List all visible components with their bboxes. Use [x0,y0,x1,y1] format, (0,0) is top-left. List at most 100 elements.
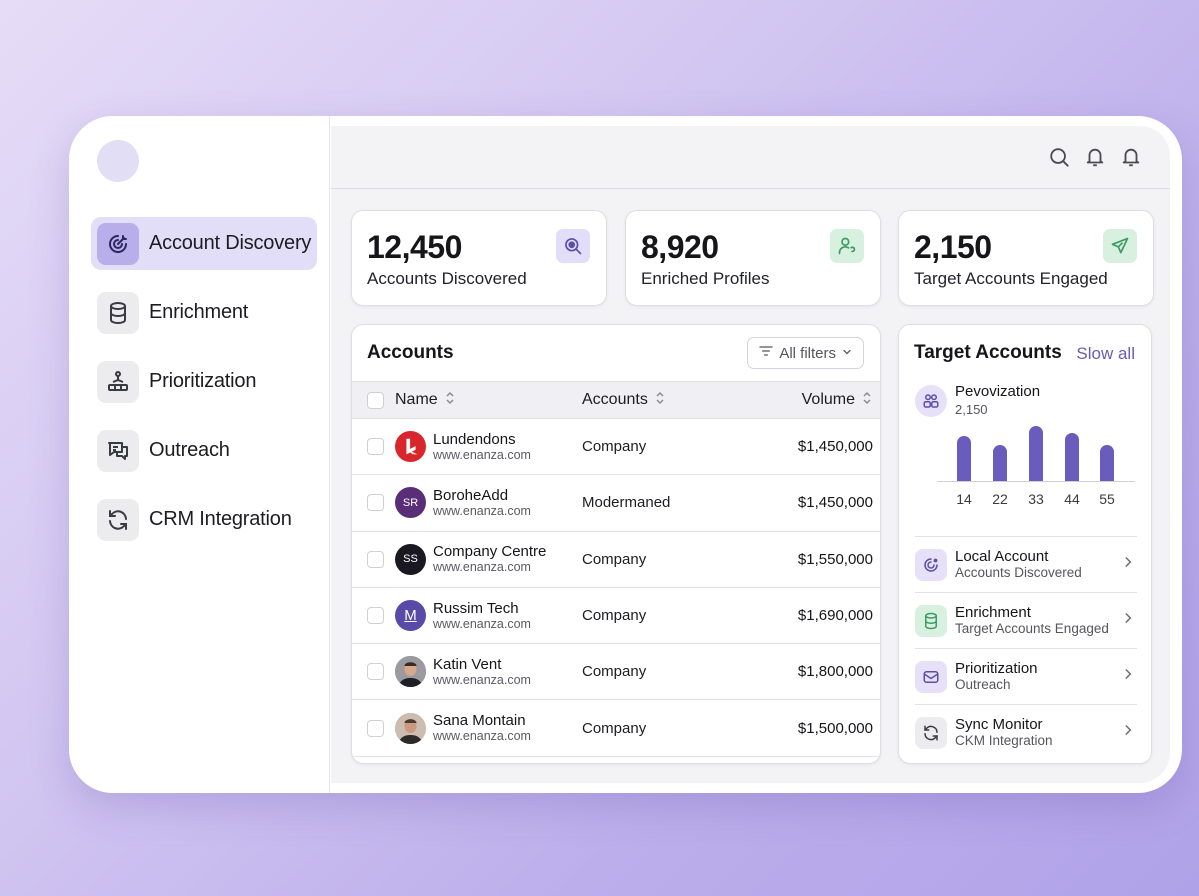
person-photo-avatar [395,712,426,744]
stat-label: Enriched Profiles [641,269,770,288]
logo[interactable] [97,140,139,182]
list-item-prioritization[interactable]: Prioritization Outreach [915,648,1137,704]
sort-icon[interactable] [444,391,456,410]
account-volume: $1,450,000 [797,494,873,512]
account-name[interactable]: Russim Tech [433,599,519,617]
chart-tick-label: 44 [1064,491,1080,507]
accounts-title: Accounts [367,342,454,363]
sidebar-item-account-discovery[interactable]: Account Discovery [91,217,317,270]
account-domain: www.enanza.com [433,672,531,687]
stat-card-accounts-discovered[interactable]: 12,450 Accounts Discovered [351,210,607,306]
hierarchy-icon [97,360,139,403]
link-title: Enrichment [955,604,1031,621]
stat-label: Accounts Discovered [367,269,527,288]
stat-card-enriched-profiles[interactable]: 8,920 Enriched Profiles [625,210,881,306]
chevron-right-icon [1121,667,1135,686]
table-row[interactable]: SR BoroheAdd www.enanza.com Modermaned $… [352,475,880,532]
column-header-name[interactable]: Name [395,391,438,408]
chart-tick-label: 33 [1028,491,1044,507]
database-icon [915,604,947,637]
bell-icon[interactable] [1120,146,1142,168]
sidebar-item-prioritization[interactable]: Prioritization [91,355,317,408]
top-bar [331,126,1170,189]
target-links-list: Local Account Accounts Discovered Enrich… [915,536,1137,760]
all-filters-button[interactable]: All filters [747,337,864,369]
mail-icon [915,660,947,693]
users-icon [915,385,947,417]
row-checkbox[interactable] [367,550,384,568]
column-header-accounts[interactable]: Accounts [582,391,648,408]
account-type: Modermaned [582,494,671,512]
list-item-local-account[interactable]: Local Account Accounts Discovered [915,536,1137,592]
sidebar-item-outreach[interactable]: Outreach [91,424,317,477]
search-icon[interactable] [1048,146,1070,168]
bar-chart: 14 22 33 44 55 [937,421,1135,513]
link-subtitle: Outreach [955,677,1011,692]
target-accounts-title: Target Accounts [914,342,1062,363]
initials-avatar: M [395,600,426,632]
chart-bar[interactable] [1065,433,1079,481]
row-checkbox[interactable] [367,438,384,456]
link-title: Local Account [955,548,1049,565]
account-domain: www.enanza.com [433,447,531,462]
row-checkbox[interactable] [367,719,384,737]
account-name[interactable]: Katin Vent [433,655,502,673]
table-row[interactable]: SS Company Centre www.enanza.com Company… [352,532,880,588]
chart-bar[interactable] [993,445,1007,481]
row-checkbox[interactable] [367,607,384,625]
database-icon [97,291,139,334]
chat-icon [97,429,139,472]
sidebar-item-label: Enrichment [149,301,249,323]
account-name[interactable]: BoroheAdd [433,486,509,504]
sidebar-item-label: Account Discovery [149,232,312,254]
stat-card-target-accounts-engaged[interactable]: 2,150 Target Accounts Engaged [898,210,1154,306]
sidebar-item-label: Prioritization [149,370,257,392]
account-name[interactable]: Lundendons [433,430,516,448]
chart-bar[interactable] [1100,445,1114,481]
account-name[interactable]: Sana Montain [433,712,526,730]
account-type: Company [582,719,647,737]
chevron-down-icon [841,345,853,362]
account-type: Company [582,550,647,568]
sidebar-item-crm-integration[interactable]: CRM Integration [91,493,317,546]
chart-bar[interactable] [1029,426,1043,481]
chart-tick-label: 14 [956,491,972,507]
link-title: Prioritization [955,660,1038,677]
chart-bar[interactable] [957,436,971,481]
accounts-table-card: Accounts All filters Name Accounts [351,324,881,764]
table-row[interactable]: Katin Vent www.enanza.com Company $1,800… [352,644,880,701]
account-volume: $1,690,000 [797,607,873,625]
sort-icon[interactable] [861,391,873,410]
table-row[interactable]: Sana Montain www.enanza.com Company $1,5… [352,700,880,757]
table-row[interactable]: M Russim Tech www.enanza.com Company $1,… [352,588,880,645]
account-name[interactable]: Company Centre [433,543,547,561]
sidebar-nav: Account Discovery Enrichment Prioritizat… [91,217,317,562]
column-header-volume[interactable]: Volume [801,391,855,408]
link-subtitle: CKM Integration [955,733,1053,748]
send-icon [1103,229,1137,263]
row-checkbox[interactable] [367,663,384,681]
stat-value: 2,150 [914,229,992,265]
sidebar-item-enrichment[interactable]: Enrichment [91,286,317,339]
list-item-sync-monitor[interactable]: Sync Monitor CKM Integration [915,704,1137,760]
account-type: Company [582,607,647,625]
bell-icon[interactable] [1084,146,1106,168]
filter-label: All filters [779,344,836,362]
account-volume: $1,550,000 [797,550,873,568]
table-row[interactable]: Lundendons www.enanza.com Company $1,450… [352,419,880,476]
select-all-checkbox[interactable] [367,391,384,409]
row-checkbox[interactable] [367,494,384,512]
link-title: Sync Monitor [955,716,1043,733]
target-icon [97,222,139,265]
main-content: 12,450 Accounts Discovered 8,920 Enriche… [331,126,1170,783]
initials-avatar: SS [395,543,426,575]
sort-icon[interactable] [654,391,666,410]
show-all-link[interactable]: Slow all [1076,344,1135,363]
chart-tick-label: 55 [1099,491,1115,507]
account-domain: www.enanza.com [433,503,531,518]
chevron-right-icon [1121,611,1135,630]
person-photo-avatar [395,656,426,688]
search-target-icon [556,229,590,263]
sidebar-item-label: CRM Integration [149,508,292,530]
list-item-enrichment[interactable]: Enrichment Target Accounts Engaged [915,592,1137,648]
